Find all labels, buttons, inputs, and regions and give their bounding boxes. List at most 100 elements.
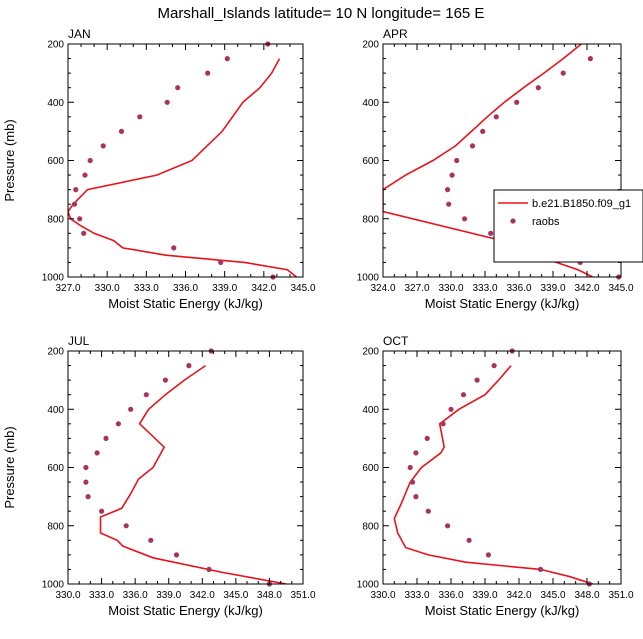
y-tick-label: 200: [47, 40, 64, 51]
obs-point: [469, 143, 476, 149]
legend-marker-swatch: [510, 218, 516, 224]
y-tick-label: 800: [47, 214, 64, 225]
obs-point: [81, 230, 87, 236]
obs-point: [118, 128, 125, 134]
y-tick-label: 200: [47, 347, 64, 358]
obs-point: [87, 157, 93, 164]
obs-point: [77, 216, 83, 222]
obs-point: [460, 392, 467, 398]
x-tick-label: 348.0: [257, 590, 282, 601]
obs-point: [425, 508, 431, 514]
obs-point: [466, 537, 472, 543]
obs-point: [224, 56, 230, 62]
obs-point: [413, 494, 419, 500]
y-tick-label: 600: [47, 156, 64, 167]
x-tick-label: 330.0: [55, 590, 80, 601]
y-tick-label: 1000: [357, 580, 380, 591]
x-tick-label: 339.0: [212, 283, 237, 294]
plot-frame: [382, 350, 622, 585]
panel-jul: 330.0 333.0 336.0 339.0 342.0 345.0 348.0 351.0…: [2, 334, 316, 618]
x-tick-label: 339.0: [156, 590, 181, 601]
model-line-jan: [68, 58, 297, 277]
obs-point: [186, 363, 192, 369]
y-tick-label: 800: [47, 521, 64, 532]
obs-point: [462, 216, 468, 222]
obs-point: [205, 70, 211, 76]
panel-title: OCT: [383, 334, 409, 348]
x-tick-label: 351.0: [290, 590, 315, 601]
obs-point: [148, 537, 154, 543]
model-line-jul: [99, 364, 287, 584]
y-tick-label: 600: [362, 463, 379, 474]
obs-point: [137, 114, 143, 120]
x-axis-label: Moist Static Energy (kJ/kg): [108, 603, 263, 618]
x-tick-label: 339.0: [540, 283, 565, 294]
x-tick-label: 330.0: [370, 590, 395, 601]
legend-model-label: b.e21.B1850.f09_g1: [532, 198, 631, 210]
y-axis-label: Pressure (mb): [2, 426, 17, 508]
x-tick-label: 336.0: [438, 590, 463, 601]
obs-point: [409, 479, 416, 485]
y-tick-label: 600: [47, 463, 64, 474]
panel-apr: 324.0 327.0 330.0 333.0 336.0 339.0 342.0 345.0…: [357, 27, 634, 311]
panel-oct: 330.0 333.0 336.0 339.0 342.0 345.0 348.0 351.0…: [357, 334, 634, 618]
legend-obs-label: raobs: [532, 216, 560, 228]
x-tick-label: 342.0: [506, 590, 531, 601]
x-tick-label: 336.0: [506, 283, 531, 294]
obs-point: [128, 406, 134, 412]
x-tick-label: 336.0: [123, 590, 148, 601]
model-line-oct: [393, 365, 593, 584]
obs-point: [173, 552, 180, 558]
obs-point: [535, 85, 541, 91]
obs-point: [446, 201, 452, 207]
obs-point: [440, 421, 446, 427]
y-tick-label: 800: [362, 214, 379, 225]
x-tick-label: 348.0: [574, 590, 599, 601]
y-tick-label: 400: [47, 405, 64, 416]
y-tick-label: 400: [362, 98, 379, 109]
obs-point: [206, 566, 212, 573]
x-tick-label: 351.0: [608, 590, 633, 601]
obs-point: [488, 230, 494, 236]
x-tick-label: 327.0: [404, 283, 429, 294]
panel-title: JUL: [68, 334, 90, 348]
obs-point: [171, 245, 177, 251]
x-axis-label: Moist Static Energy (kJ/kg): [425, 603, 580, 618]
obs-point: [164, 99, 170, 105]
obs-point: [445, 523, 451, 529]
obs-point: [73, 187, 79, 193]
x-tick-label: 345.0: [540, 590, 565, 601]
obs-point: [99, 508, 105, 514]
obs-point: [82, 172, 88, 178]
obs-point: [123, 523, 129, 529]
obs-point: [445, 187, 451, 193]
x-axis-label: Moist Static Energy (kJ/kg): [108, 296, 263, 311]
x-tick-label: 327.0: [55, 283, 80, 294]
y-tick-label: 400: [47, 98, 64, 109]
obs-point: [454, 157, 460, 164]
obs-point: [175, 85, 181, 91]
obs-point: [587, 56, 594, 62]
panel-title: JAN: [68, 27, 91, 41]
y-tick-label: 200: [362, 347, 379, 358]
obs-point: [537, 566, 544, 573]
obs-point: [71, 201, 78, 207]
panel-jan: 327.0 330.0 333.0 336.0 339.0 342.0 345.0 200 40…: [2, 27, 316, 311]
obs-point: [103, 435, 109, 441]
x-tick-label: 333.0: [404, 590, 429, 601]
obs-point: [493, 114, 499, 120]
obs-point: [162, 377, 168, 383]
obs-point: [115, 421, 121, 427]
figure-title: Marshall_Islands latitude= 10 N longitud…: [158, 5, 485, 22]
x-tick-label: 324.0: [370, 283, 395, 294]
legend-box: [493, 189, 643, 263]
obs-point: [218, 259, 224, 265]
obs-point: [491, 363, 497, 369]
x-tick-label: 345.0: [223, 590, 248, 601]
obs-point: [424, 435, 430, 441]
x-axis-label: Moist Static Energy (kJ/kg): [425, 296, 580, 311]
obs-point: [94, 450, 100, 456]
obs-point: [474, 377, 480, 383]
x-tick-label: 345.0: [608, 283, 633, 294]
